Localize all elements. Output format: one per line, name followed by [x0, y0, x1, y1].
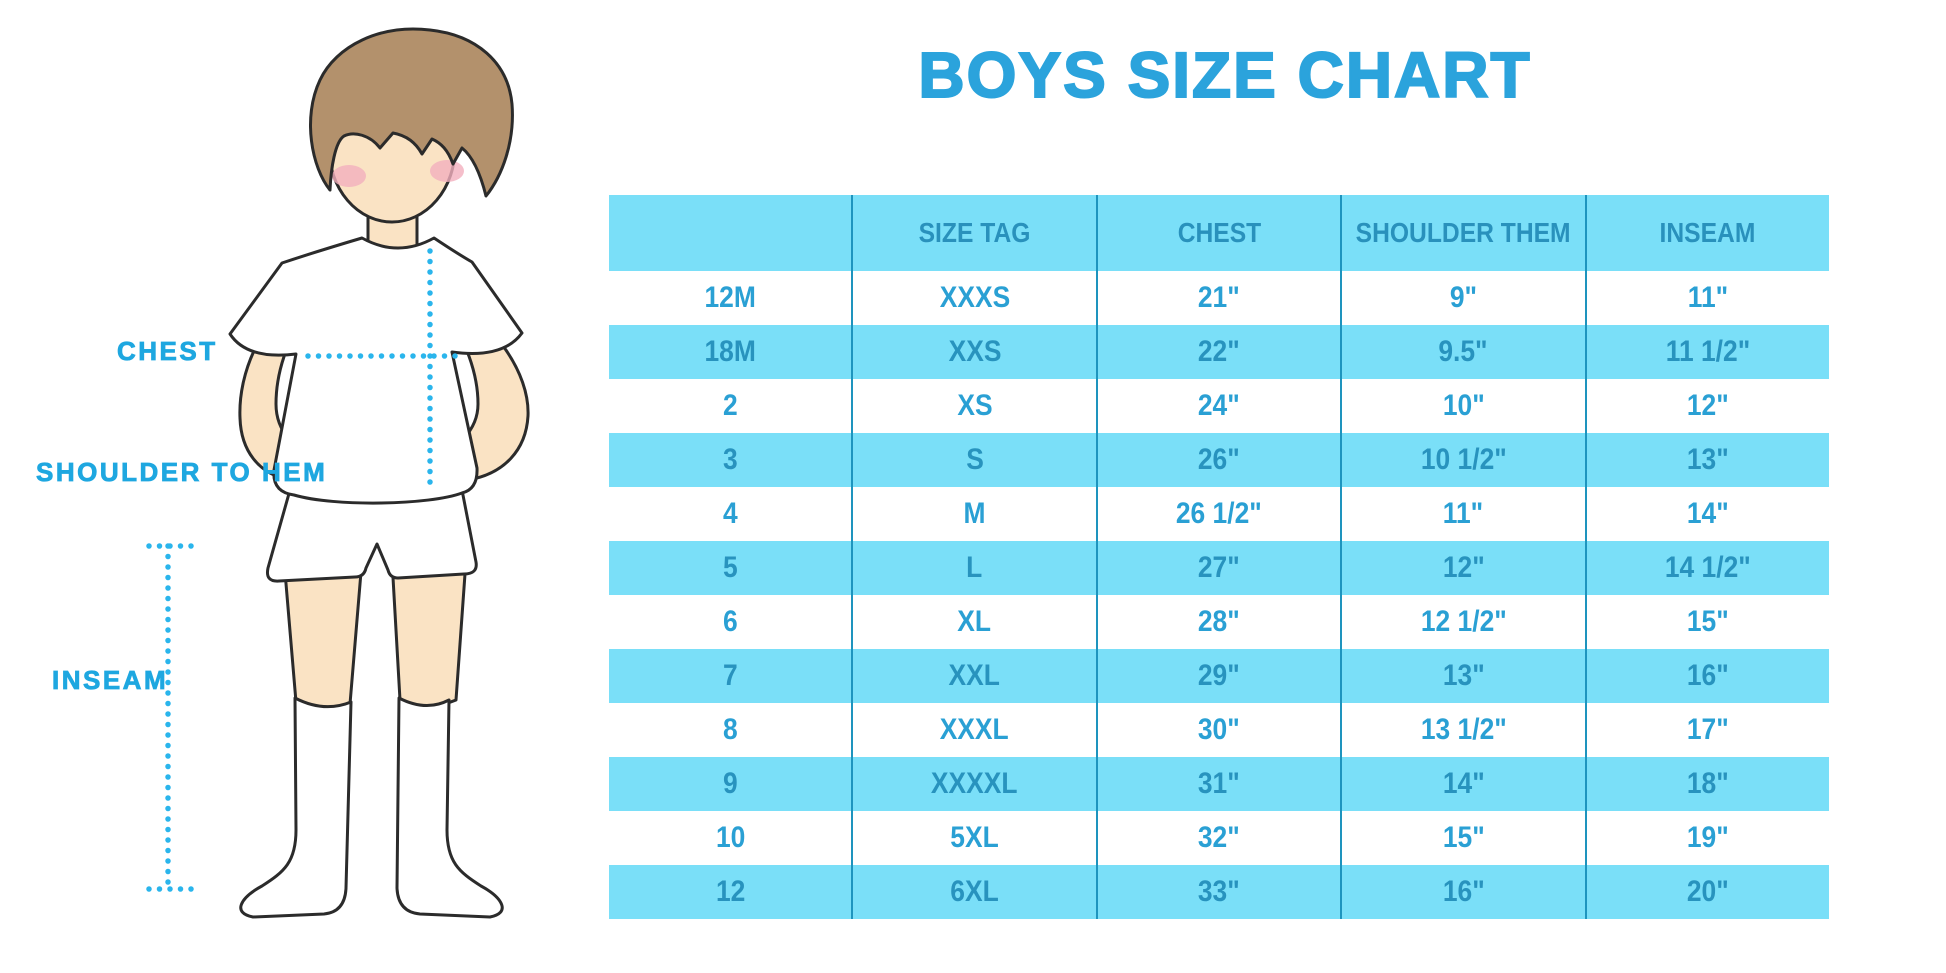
boy-blush-left: [332, 165, 366, 187]
table-cell: XS: [851, 379, 1095, 433]
boy-blush-right: [430, 160, 464, 182]
table-cell: XXS: [851, 325, 1095, 379]
table-row: 4 M 26 1/2" 11" 14": [609, 487, 1829, 541]
table-cell: 13": [1340, 649, 1584, 703]
boy-hair: [309, 27, 514, 198]
boy-left-leg: [282, 558, 364, 710]
table-cell: 31": [1095, 757, 1340, 811]
table-cell: 3: [722, 443, 738, 476]
table-cell: 12: [715, 875, 745, 908]
boy-right-leg: [390, 558, 468, 708]
table-cell: 16": [1340, 865, 1584, 919]
header-cell: INSEAM: [1584, 195, 1829, 271]
table-cell: XXXXL: [851, 757, 1095, 811]
table-cell: 33": [1095, 865, 1340, 919]
table-row: 8 XXXL 30" 13 1/2" 17": [609, 703, 1829, 757]
header-cell: SHOULDER THEM: [1340, 195, 1584, 271]
table-cell: 14": [1584, 487, 1829, 541]
table-cell: 27": [1095, 541, 1340, 595]
table-row: 5 L 27" 12" 14 1/2": [609, 541, 1829, 595]
table-cell: 21": [1095, 271, 1340, 325]
table-cell: 8: [722, 713, 738, 746]
table-cell: 15": [1340, 811, 1584, 865]
table-cell: 22": [1095, 325, 1340, 379]
table-cell: 14 1/2": [1584, 541, 1829, 595]
table-cell: 26 1/2": [1095, 487, 1340, 541]
table-row: 7 XXL 29" 13" 16": [609, 649, 1829, 703]
table-cell: 13": [1584, 433, 1829, 487]
table-cell: 17": [1584, 703, 1829, 757]
table-cell: 18M: [704, 335, 756, 368]
boy-shorts: [266, 488, 478, 583]
table-header-row: SIZE TAG CHEST SHOULDER THEM INSEAM: [609, 195, 1829, 271]
header-cell: SIZE TAG: [851, 195, 1095, 271]
table-cell: XXL: [851, 649, 1095, 703]
chest-label: CHEST: [117, 336, 218, 367]
table-cell: 24": [1095, 379, 1340, 433]
table-cell: XXXL: [851, 703, 1095, 757]
header-cell: CHEST: [1095, 195, 1340, 271]
table-cell: 7: [722, 659, 738, 692]
table-cell: 18": [1584, 757, 1829, 811]
table-row: 18M XXS 22" 9.5" 11 1/2": [609, 325, 1829, 379]
table-row: 6 XL 28" 12 1/2" 15": [609, 595, 1829, 649]
table-cell: 6XL: [851, 865, 1095, 919]
table-cell: 10 1/2": [1340, 433, 1584, 487]
table-cell: 12": [1340, 541, 1584, 595]
page-title: BOYS SIZE CHART: [917, 38, 1532, 112]
table-cell: 29": [1095, 649, 1340, 703]
table-cell: 30": [1095, 703, 1340, 757]
boy-right-sock: [395, 696, 504, 919]
table-cell: 11": [1584, 271, 1829, 325]
table-cell: XXXS: [851, 271, 1095, 325]
table-cell: 2: [722, 389, 738, 422]
table-cell: 26": [1095, 433, 1340, 487]
table-cell: 12 1/2": [1340, 595, 1584, 649]
table-cell: 20": [1584, 865, 1829, 919]
table-cell: 14": [1340, 757, 1584, 811]
size-table-rows: 12M XXXS 21" 9" 11" 18M XXS 22" 9.5" 11 1/2" 2 XS 24…: [609, 271, 1829, 919]
table-cell: 5: [722, 551, 738, 584]
table-row: 12M XXXS 21" 9" 11": [609, 271, 1829, 325]
table-cell: 9": [1340, 271, 1584, 325]
boy-shirt: [228, 236, 524, 505]
header-cell: [609, 195, 851, 271]
table-cell: 9: [722, 767, 738, 800]
table-cell: 10: [715, 821, 745, 854]
table-cell: XL: [851, 595, 1095, 649]
table-cell: 11": [1340, 487, 1584, 541]
table-cell: 9.5": [1340, 325, 1584, 379]
table-cell: 12M: [704, 281, 756, 314]
table-row: 9 XXXXL 31" 14" 18": [609, 757, 1829, 811]
shoulder-to-hem-label: SHOULDER TO HEM: [36, 457, 328, 488]
table-cell: 10": [1340, 379, 1584, 433]
table-cell: M: [851, 487, 1095, 541]
table-row: 10 5XL 32" 15" 19": [609, 811, 1829, 865]
size-table: SIZE TAG CHEST SHOULDER THEM INSEAM 12M XXXS…: [609, 195, 1829, 919]
table-cell: 6: [722, 605, 738, 638]
table-row: 2 XS 24" 10" 12": [609, 379, 1829, 433]
table-cell: 4: [722, 497, 738, 530]
table-cell: 32": [1095, 811, 1340, 865]
table-cell: 19": [1584, 811, 1829, 865]
table-cell: 5XL: [851, 811, 1095, 865]
table-cell: 28": [1095, 595, 1340, 649]
table-row: 3 S 26" 10 1/2" 13": [609, 433, 1829, 487]
boy-left-sock: [239, 696, 353, 919]
table-row: 12 6XL 33" 16" 20": [609, 865, 1829, 919]
table-cell: L: [851, 541, 1095, 595]
table-cell: 11 1/2": [1584, 325, 1829, 379]
table-cell: S: [851, 433, 1095, 487]
table-cell: 16": [1584, 649, 1829, 703]
table-cell: 13 1/2": [1340, 703, 1584, 757]
boy-illustration: [146, 27, 530, 919]
inseam-label: INSEAM: [52, 665, 169, 696]
table-cell: 12": [1584, 379, 1829, 433]
table-cell: 15": [1584, 595, 1829, 649]
